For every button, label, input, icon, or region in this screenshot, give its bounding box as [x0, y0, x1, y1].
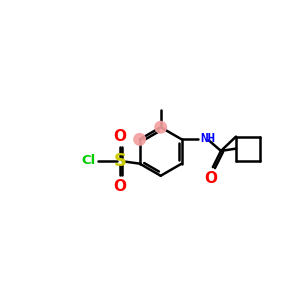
Text: O: O [113, 129, 127, 144]
Text: O: O [113, 178, 127, 194]
Text: NH: NH [200, 132, 215, 145]
Text: Cl: Cl [82, 154, 96, 167]
Circle shape [134, 134, 146, 145]
Text: O: O [204, 171, 217, 186]
Text: S: S [113, 152, 127, 170]
Circle shape [155, 122, 167, 133]
